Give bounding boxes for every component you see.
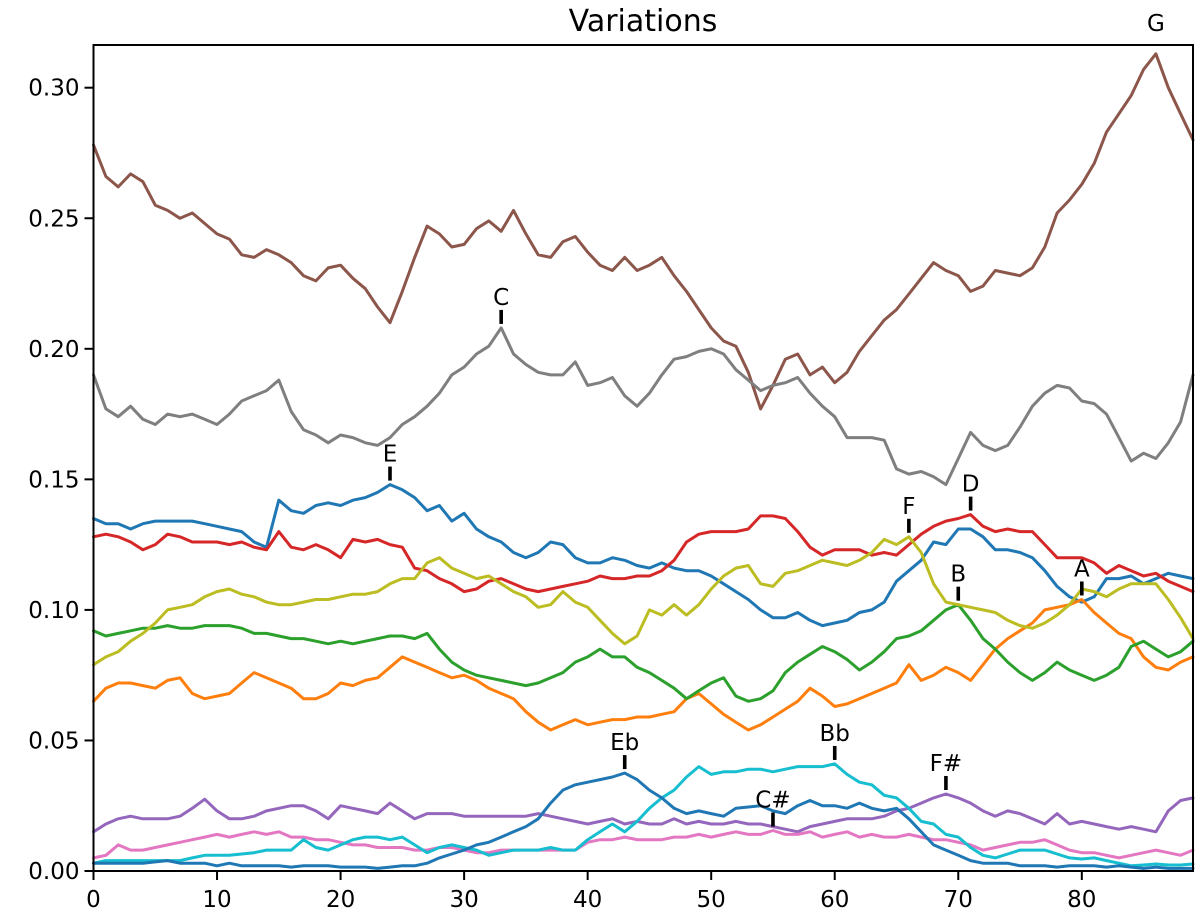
- annotation-tick: [968, 496, 973, 511]
- annotation-tick: [622, 755, 627, 770]
- annotation-label: B: [950, 562, 966, 588]
- annotation-tick: [388, 466, 392, 481]
- series-line-Bb: [92, 762, 1195, 868]
- x-tick-label: 80: [1067, 887, 1096, 913]
- series-line-E: [92, 483, 1195, 628]
- chart-title: Variations: [568, 4, 718, 39]
- annotation-label: C: [493, 285, 509, 311]
- annotation-label: Bb: [820, 721, 850, 747]
- y-tick-label: 0.00: [28, 859, 79, 885]
- annotation-tick: [771, 812, 775, 827]
- x-tick-label: 20: [326, 887, 355, 913]
- annotation-G: G: [1147, 11, 1165, 37]
- annotation-A: A: [1074, 556, 1090, 596]
- annotation-Bb: Bb: [820, 721, 850, 760]
- peak-annotations: E A B D F# G C# C F Bb Eb: [383, 11, 1165, 827]
- series-line-B: [92, 603, 1195, 703]
- annotation-label: F#: [930, 751, 963, 777]
- annotation-E: E: [383, 442, 398, 481]
- x-tick-label: 50: [697, 887, 726, 913]
- y-tick-label: 0.15: [28, 467, 79, 493]
- x-axis: 0 10 20 30 40 50 60 70 80: [86, 872, 1096, 913]
- y-axis: 0.00 0.05 0.10 0.15 0.20 0.25 0.30: [28, 76, 93, 885]
- series-line-A: [92, 598, 1195, 732]
- x-tick-label: 70: [944, 887, 973, 913]
- annotation-C#: C#: [755, 788, 791, 827]
- annotation-tick: [944, 775, 948, 790]
- series-line-C: [92, 326, 1195, 487]
- series-line-D: [92, 513, 1195, 594]
- x-tick-label: 10: [202, 887, 231, 913]
- annotation-C: C: [493, 285, 509, 324]
- annotation-tick: [832, 745, 837, 760]
- y-tick-label: 0.20: [28, 337, 79, 363]
- annotation-tick: [1080, 581, 1084, 596]
- annotation-F#: F#: [930, 751, 963, 790]
- annotation-tick: [499, 309, 503, 324]
- annotation-label: A: [1074, 556, 1090, 582]
- series-line-F: [92, 535, 1195, 667]
- x-tick-label: 0: [86, 887, 101, 913]
- annotation-label: D: [962, 472, 980, 498]
- series-lines: [92, 52, 1195, 870]
- annotation-F: F: [902, 494, 915, 533]
- annotation-label: Eb: [610, 730, 639, 756]
- annotation-label: F: [902, 494, 915, 520]
- y-tick-label: 0.30: [28, 76, 79, 102]
- y-tick-label: 0.05: [28, 728, 79, 754]
- series-line-F#: [92, 792, 1195, 834]
- series-line-C#: [92, 829, 1195, 860]
- x-tick-label: 40: [573, 887, 602, 913]
- annotation-tick: [907, 518, 911, 533]
- annotation-D: D: [962, 472, 980, 511]
- y-tick-label: 0.10: [28, 598, 79, 624]
- annotation-B: B: [950, 562, 966, 601]
- y-tick-label: 0.25: [28, 206, 79, 232]
- annotation-label: C#: [755, 788, 790, 814]
- annotation-label: G: [1147, 11, 1165, 37]
- series-line-Eb: [92, 771, 1195, 870]
- axes-spines: [92, 44, 1194, 872]
- annotation-label: E: [383, 442, 398, 468]
- series-line-G: [92, 52, 1195, 411]
- x-tick-label: 30: [449, 887, 478, 913]
- annotation-Eb: Eb: [610, 730, 639, 770]
- x-tick-label: 60: [820, 887, 849, 913]
- annotation-tick: [956, 586, 961, 601]
